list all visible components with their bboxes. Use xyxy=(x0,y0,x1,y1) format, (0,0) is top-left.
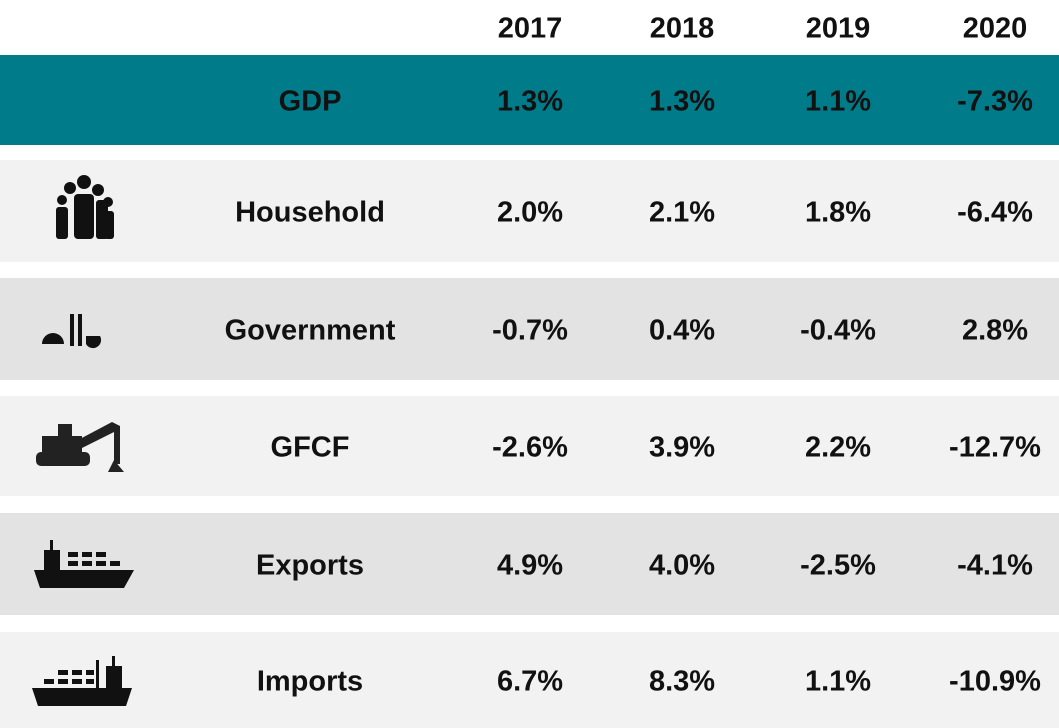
row-band xyxy=(0,513,1059,615)
column-header: 2020 xyxy=(963,13,1028,45)
cell-value: 0.4% xyxy=(649,315,715,347)
cell-value: 1.8% xyxy=(805,197,871,229)
cell-value: -7.3% xyxy=(957,86,1033,118)
icon-excavator xyxy=(36,422,124,472)
cell-value: -6.4% xyxy=(957,197,1033,229)
row-label: Household xyxy=(235,197,385,229)
cell-value: 4.0% xyxy=(649,550,715,582)
cell-value: -0.4% xyxy=(800,315,876,347)
cell-value: 6.7% xyxy=(497,666,563,698)
column-header: 2019 xyxy=(806,13,871,45)
cell-value: 2.2% xyxy=(805,432,871,464)
cell-value: -2.5% xyxy=(800,550,876,582)
cell-value: 2.0% xyxy=(497,197,563,229)
row-label: Imports xyxy=(257,666,363,698)
cell-value: -10.9% xyxy=(949,666,1041,698)
row-band xyxy=(0,160,1059,262)
cell-value: 1.3% xyxy=(649,86,715,118)
row-band xyxy=(0,55,1059,145)
cell-value: -4.1% xyxy=(957,550,1033,582)
row-band xyxy=(0,396,1059,496)
icon-import-ship xyxy=(32,656,132,706)
cell-value: 3.9% xyxy=(649,432,715,464)
row-label: Exports xyxy=(256,550,364,582)
row-band xyxy=(0,278,1059,380)
cell-value: -12.7% xyxy=(949,432,1041,464)
cell-value: 1.3% xyxy=(497,86,563,118)
cell-value: -0.7% xyxy=(492,315,568,347)
row-label: Government xyxy=(225,315,396,347)
cell-value: 1.1% xyxy=(805,86,871,118)
column-header: 2018 xyxy=(650,13,715,45)
cell-value: 2.8% xyxy=(962,315,1028,347)
cell-value: -2.6% xyxy=(492,432,568,464)
icon-household xyxy=(56,175,114,239)
row-band xyxy=(0,632,1059,728)
row-label: GDP xyxy=(279,86,342,118)
icon-export-ship xyxy=(34,540,134,588)
cell-value: 2.1% xyxy=(649,197,715,229)
cell-value: 8.3% xyxy=(649,666,715,698)
row-label: GFCF xyxy=(271,432,350,464)
icon-government xyxy=(42,314,102,349)
cell-value: 1.1% xyxy=(805,666,871,698)
cell-value: 4.9% xyxy=(497,550,563,582)
column-header: 2017 xyxy=(498,13,563,45)
